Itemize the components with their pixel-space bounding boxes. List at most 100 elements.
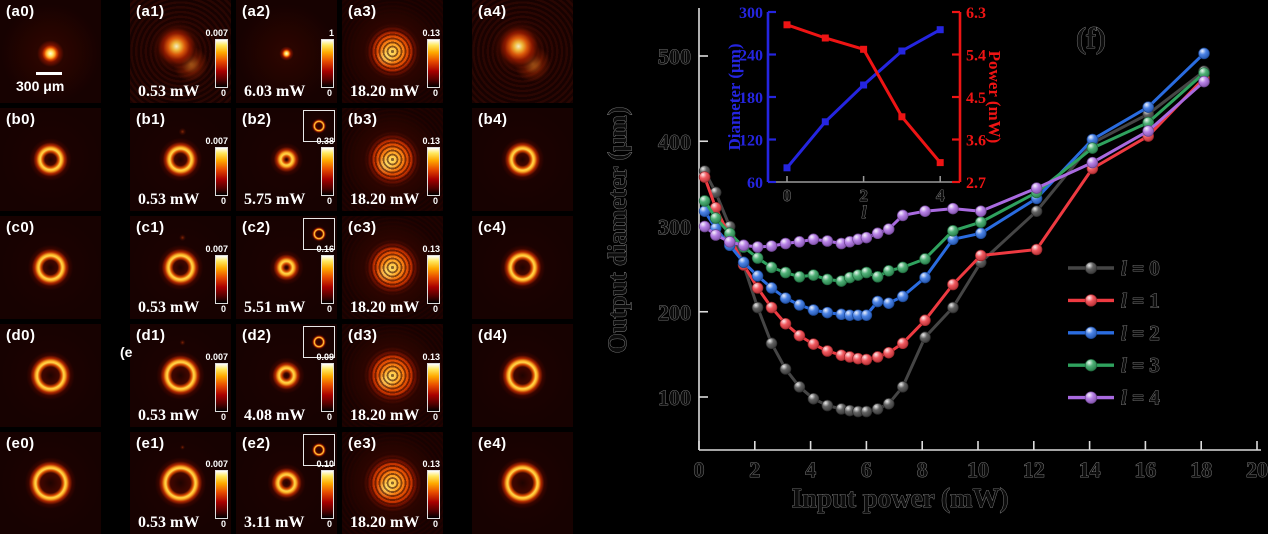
power-label: 18.20 mW	[350, 407, 420, 424]
data-point	[793, 236, 806, 248]
colorbar-max-label: 0.007	[205, 136, 228, 146]
beam-image-panel-c3: (c3) 0.13 0 18.20 mW	[342, 216, 443, 319]
colorbar: 0.38 0	[316, 136, 334, 206]
colorbar: 0.13 0	[422, 136, 440, 206]
data-point	[821, 345, 834, 357]
colorbar-max-label: 0.16	[316, 244, 334, 254]
beam-image-panel-c0: (c0)	[0, 216, 101, 319]
chart-region: 0 2 4 6 8 10 12 14 16 18 20 100 200 300 400 500 Input po…	[600, 0, 1268, 534]
data-point	[807, 304, 820, 316]
power-label: 6.03 mW	[244, 83, 306, 100]
data-point	[919, 205, 931, 217]
data-point	[871, 403, 884, 415]
power-label: 18.20 mW	[350, 83, 420, 100]
legend-label: l = 1	[1121, 288, 1160, 312]
legend-label: l = 4	[1121, 386, 1160, 410]
inset-left-tick-label: 120	[739, 133, 763, 150]
power-label: 18.20 mW	[350, 514, 420, 531]
data-point	[751, 241, 764, 253]
data-point	[765, 282, 778, 294]
colorbar: 0.10 0	[316, 459, 334, 529]
data-point	[1142, 101, 1154, 113]
inset-data-point	[821, 118, 829, 126]
data-point	[947, 202, 959, 215]
data-point	[751, 301, 764, 314]
panel-label: (a2)	[242, 3, 271, 20]
colorbar-min-label: 0	[326, 519, 332, 529]
x-tick-label: 6	[861, 457, 872, 482]
inset-data-point	[860, 45, 868, 53]
data-point	[765, 261, 778, 274]
colorbar-gradient	[427, 363, 440, 412]
y-tick-label: 200	[658, 300, 691, 325]
data-point	[896, 381, 909, 393]
data-point	[779, 292, 792, 304]
colorbar-gradient	[321, 39, 334, 88]
data-point	[807, 392, 820, 405]
panel-label: (d0)	[6, 327, 36, 344]
data-point	[882, 398, 895, 410]
colorbar: 0.007 0	[205, 459, 228, 529]
beam-image-panel-b0: (b0)	[0, 108, 101, 211]
data-point	[698, 220, 711, 233]
inset-data-point	[936, 159, 944, 167]
inset-right-tick-label: 6.3	[966, 5, 986, 22]
data-point	[860, 309, 873, 321]
data-point	[1086, 156, 1099, 169]
beam-image-panel-b3: (b3) 0.13 0 18.20 mW	[342, 108, 443, 211]
stray-label-fragment: (e	[120, 344, 133, 360]
data-point	[871, 227, 884, 240]
y-tick-label: 100	[658, 385, 691, 410]
data-point	[779, 266, 792, 279]
beam-image-panel-b1: (b1) 0.007 0 0.53 mW	[130, 108, 231, 211]
colorbar-gradient	[215, 39, 228, 88]
colorbar-gradient	[215, 363, 228, 412]
colorbar-gradient	[215, 147, 228, 196]
data-point	[807, 233, 820, 246]
x-tick-label: 0	[694, 457, 705, 482]
colorbar: 0.007 0	[205, 28, 228, 98]
x-tick-label: 4	[805, 457, 816, 482]
colorbar-min-label: 0	[326, 304, 332, 314]
panel-label: (d4)	[478, 327, 508, 344]
scale-bar	[36, 72, 62, 75]
series-line-1	[703, 77, 1206, 361]
colorbar-min-label: 0	[432, 88, 438, 98]
colorbar: 0.007 0	[205, 244, 228, 314]
beam-image-panel-a1: (a1) 0.007 0 0.53 mW	[130, 0, 231, 103]
colorbar-gradient	[427, 255, 440, 304]
colorbar-gradient	[215, 470, 228, 519]
x-tick-label: 12	[1023, 457, 1045, 482]
data-point	[751, 270, 764, 282]
inset-left-axis-title: Diameter (μm)	[725, 43, 744, 150]
data-point	[896, 337, 909, 350]
data-point	[882, 265, 895, 277]
beam-image-panel-e1: (e1) 0.007 0 0.53 mW	[130, 432, 231, 534]
colorbar-max-label: 0.10	[316, 459, 334, 469]
beam-image-panel-d1: (d1) 0.007 0 0.53 mW	[130, 324, 231, 427]
power-label: 0.53 mW	[138, 83, 200, 100]
inset-right-tick-label: 3.6	[966, 133, 986, 150]
inset-data-point	[783, 21, 791, 29]
inset-data-point	[860, 81, 868, 89]
colorbar: 0.007 0	[205, 352, 228, 422]
beam-image-panel-e0: (e0)	[0, 432, 101, 534]
data-point	[975, 227, 987, 240]
beam-image-panel-d2: (d2) 0.09 0 4.08 mW	[236, 324, 337, 427]
legend-marker	[1084, 391, 1098, 404]
colorbar-gradient	[427, 470, 440, 519]
colorbar: 0.13 0	[422, 352, 440, 422]
data-point	[821, 306, 834, 319]
colorbar-min-label: 0	[432, 196, 438, 206]
inset-data-point	[821, 34, 829, 42]
colorbar-max-label: 0.13	[422, 136, 440, 146]
data-point	[779, 317, 792, 330]
data-point	[871, 295, 884, 308]
panel-label: (b2)	[242, 111, 272, 128]
colorbar-max-label: 0.007	[205, 244, 228, 254]
beam-image-panel-e2: (e2) 0.10 0 3.11 mW	[236, 432, 337, 534]
legend-marker	[1084, 326, 1098, 339]
colorbar-max-label: 0.09	[316, 352, 334, 362]
beam-image-panel-c1: (c1) 0.007 0 0.53 mW	[130, 216, 231, 319]
